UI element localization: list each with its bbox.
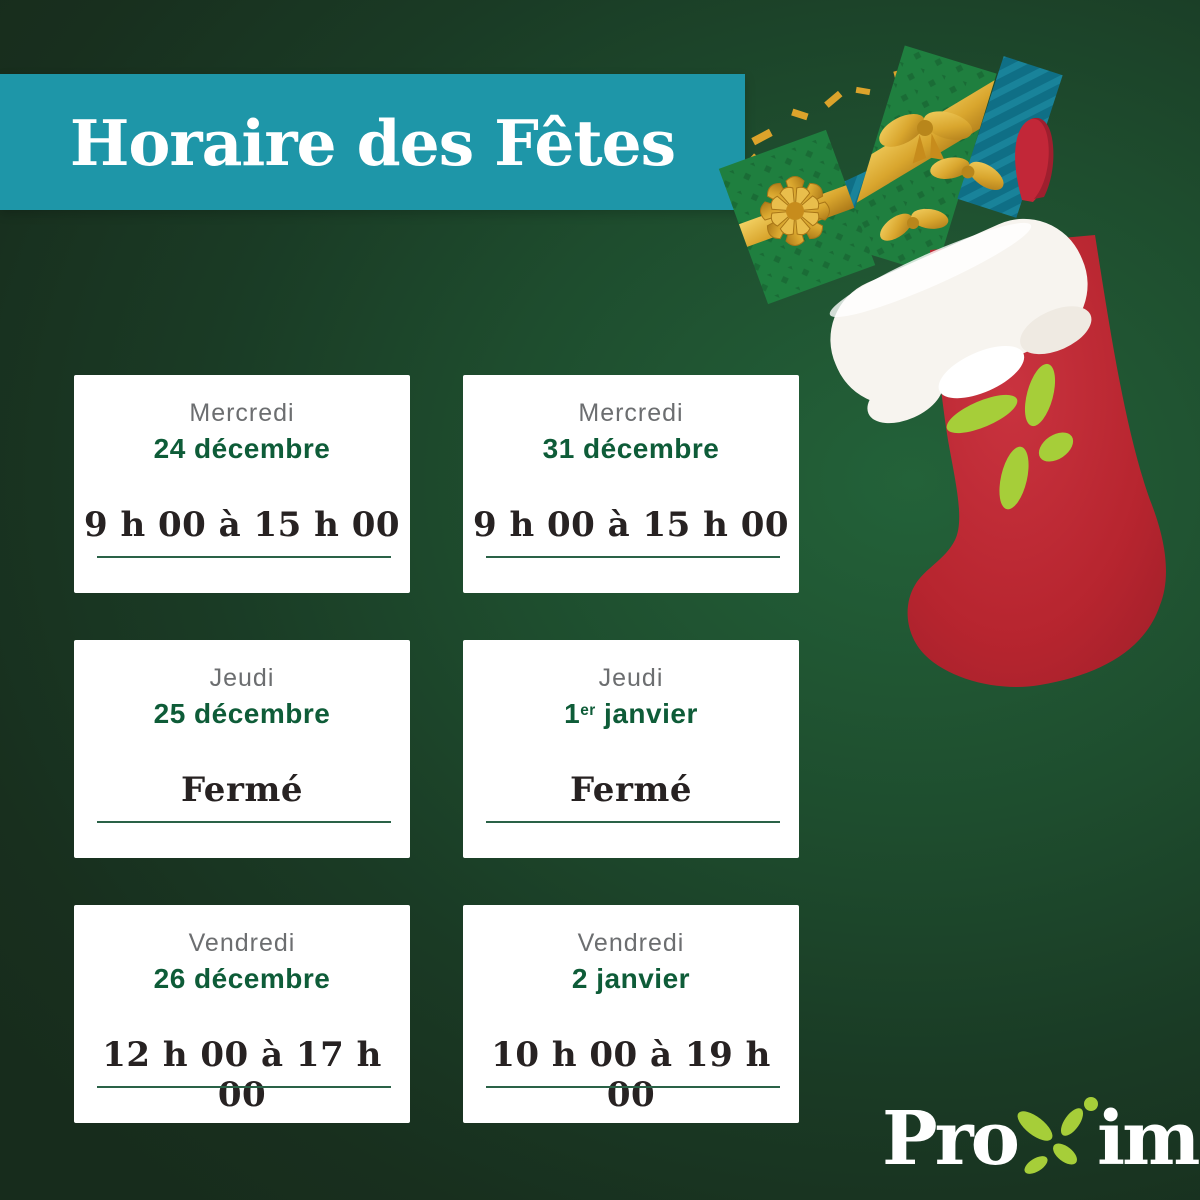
day-label: Mercredi [578, 399, 684, 427]
title-banner: Horaire des Fêtes [0, 74, 745, 210]
hours-label: 9 h 00 à 15 h 00 [83, 505, 401, 545]
date-label: 31 décembre [542, 433, 720, 464]
hours-label: 12 h 00 à 17 h 00 [102, 1035, 382, 1115]
day-label: Vendredi [577, 929, 685, 957]
hours-label: Fermé [181, 770, 303, 810]
hours-label: 9 h 00 à 15 h 00 [472, 505, 790, 545]
date-label: 2 janvier [571, 963, 691, 994]
date-label: 26 décembre [153, 963, 331, 994]
schedule-card: Mercredi 31 décembre 9 h 00 à 15 h 00 [463, 375, 799, 593]
proxim-logo: Pro im [882, 1086, 1200, 1182]
proxim-flower-x-icon [1017, 1097, 1098, 1174]
divider-line [97, 1086, 391, 1088]
schedule-card: Jeudi 1er janvier Fermé [463, 640, 799, 858]
day-label: Jeudi [209, 664, 275, 692]
divider-line [486, 821, 780, 823]
hours-label: 10 h 00 à 19 h 00 [491, 1035, 771, 1115]
schedule-card: Vendredi 2 janvier 10 h 00 à 19 h 00 [463, 905, 799, 1123]
date-label: 25 décembre [153, 698, 331, 729]
fur-cuff [829, 218, 1092, 424]
logo-text-im: im [1097, 1096, 1200, 1182]
logo-text-pro: Pro [882, 1096, 1020, 1182]
stocking-hanger-loop [1015, 117, 1054, 202]
proxim-flower-emblem [946, 363, 1074, 510]
gold-starburst-bow [760, 176, 830, 246]
day-label: Jeudi [598, 664, 664, 692]
day-label: Mercredi [189, 399, 295, 427]
gold-bow-3 [880, 208, 949, 241]
hours-label: Fermé [570, 770, 692, 810]
page-title: Horaire des Fêtes [69, 106, 676, 180]
divider-line [486, 1086, 780, 1088]
divider-line [486, 556, 780, 558]
gold-bow-1 [879, 111, 973, 164]
gold-bow-2 [930, 157, 1004, 190]
stocking-gifts-illustration [718, 45, 1166, 687]
schedule-card: Mercredi 24 décembre 9 h 00 à 15 h 00 [74, 375, 410, 593]
day-label: Vendredi [188, 929, 296, 957]
divider-line [97, 821, 391, 823]
date-label: 24 décembre [153, 433, 331, 464]
date-label: 1er janvier [564, 698, 698, 729]
schedule-card: Jeudi 25 décembre Fermé [74, 640, 410, 858]
divider-line [97, 556, 391, 558]
schedule-card: Vendredi 26 décembre 12 h 00 à 17 h 00 [74, 905, 410, 1123]
